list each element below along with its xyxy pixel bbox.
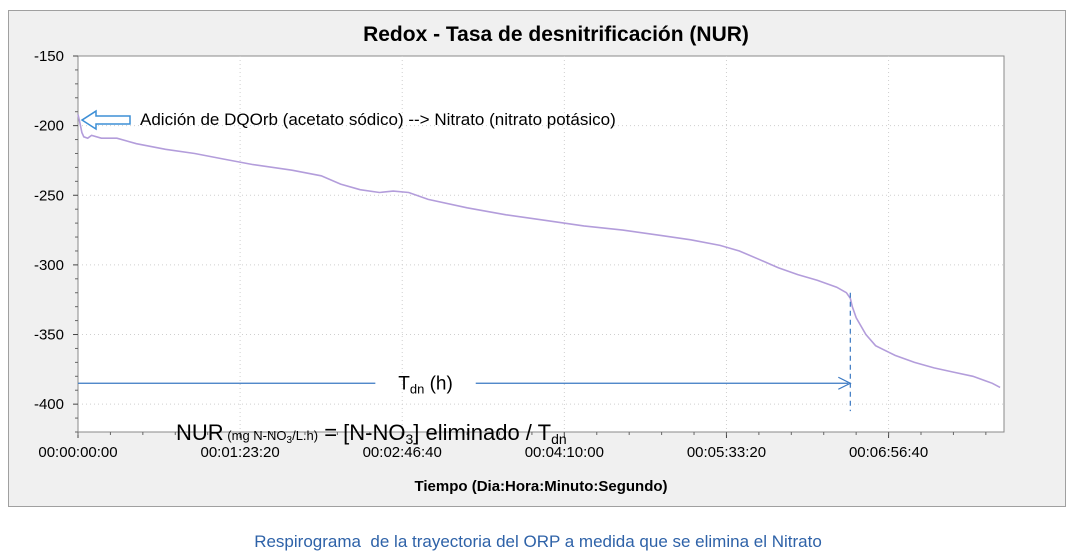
y-axis: -150 -200 -250 -300 -350 -400: [34, 48, 78, 433]
tdn-label: Tdn (h): [398, 373, 453, 396]
x-tick-label: 00:05:33:20: [687, 444, 766, 461]
plot-area: [77, 55, 1005, 433]
y-tick-label: -150: [34, 48, 64, 65]
annotations-layer: Adición de DQOrb (acetato sódico) --> Ni…: [78, 109, 852, 447]
grid-lines: [78, 56, 1004, 432]
orp-line-chart: -150-200-250-300-350-400 00:00:00:00 00:0…: [34, 23, 1005, 495]
x-axis-title: Tiempo (Dia:Hora:Minuto:Segundo): [414, 478, 667, 495]
addition-arrow-icon: [80, 109, 131, 131]
x-axis: 00:00:00:00 00:01:23:20 00:02:46:40 00:04:1…: [38, 432, 987, 461]
x-tick-label: 00:01:23:20: [200, 444, 279, 461]
series-layer: [77, 114, 1001, 389]
figure-caption: Respirograma de la trayectoria del ORP a…: [254, 532, 822, 551]
chart-title: Redox - Tasa de desnitrificación (NUR): [363, 23, 749, 46]
x-tick-label: 00:06:56:40: [849, 444, 928, 461]
y-tick-label: -250: [34, 187, 64, 204]
x-tick-label: 00:00:00:00: [38, 444, 117, 461]
y-tick-label: -400: [34, 396, 64, 413]
y-tick-label: -200: [34, 118, 64, 135]
y-tick-label: -350: [34, 327, 64, 344]
x-tick-label: 00:02:46:40: [363, 444, 442, 461]
addition-note: Adición de DQOrb (acetato sódico) --> Ni…: [140, 110, 616, 129]
orp-series-line: [77, 114, 1001, 389]
y-tick-label: -300: [34, 257, 64, 274]
x-tick-label: 00:04:10:00: [525, 444, 604, 461]
nur-formula: NUR (mg N-NO3/L.h) = [N-NO3] eliminado /…: [176, 420, 567, 447]
